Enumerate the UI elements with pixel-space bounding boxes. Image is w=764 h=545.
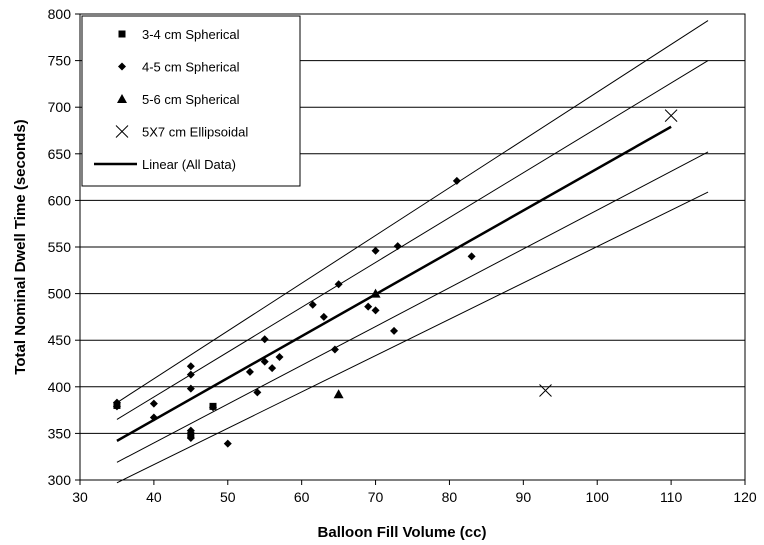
trendline — [116, 125, 672, 442]
data-point-triangle — [370, 288, 381, 298]
data-point-diamond — [467, 252, 476, 261]
data-point-diamond — [186, 434, 195, 443]
data-point-diamond — [330, 345, 339, 354]
band-line — [116, 191, 709, 484]
y-tick-label: 750 — [48, 53, 72, 69]
band-line — [116, 151, 709, 463]
data-point-triangle — [333, 389, 344, 399]
x-tick-label: 120 — [733, 489, 757, 505]
legend-marker-square — [118, 30, 126, 38]
data-point-diamond — [371, 246, 380, 255]
legend-label: 3-4 cm Spherical — [142, 27, 240, 42]
legend-marker-x — [115, 125, 129, 138]
legend: 3-4 cm Spherical 4-5 cm Spherical 5-6 cm S… — [81, 15, 301, 187]
y-tick-label: 400 — [48, 379, 72, 395]
y-tick-label: 700 — [48, 99, 72, 115]
x-tick-label: 110 — [660, 489, 683, 505]
legend-label: 5-6 cm Spherical — [142, 92, 240, 107]
data-point-diamond — [253, 388, 262, 397]
y-axis: 300 350 400 450 500 550 600 650 700 750 800 — [48, 6, 80, 488]
y-tick-label: 800 — [48, 6, 72, 22]
y-tick-label: 500 — [48, 286, 72, 302]
y-tick-label: 550 — [48, 239, 72, 255]
x-tick-label: 90 — [516, 489, 532, 505]
legend-label: 5X7 cm Ellipsoidal — [142, 125, 248, 140]
band-line — [116, 20, 709, 404]
trendline-group — [116, 125, 672, 442]
legend-label: 4-5 cm Spherical — [142, 60, 240, 75]
x-tick-label: 60 — [294, 489, 310, 505]
data-point-diamond — [149, 413, 158, 422]
y-axis-title: Total Nominal Dwell Time (seconds) — [12, 119, 29, 374]
x-tick-label: 50 — [220, 489, 236, 505]
data-point-diamond — [209, 403, 217, 412]
y-tick-label: 600 — [48, 192, 72, 208]
data-point-diamond — [390, 326, 399, 335]
data-points — [112, 109, 678, 448]
data-point-diamond — [260, 357, 269, 366]
data-point-diamond — [275, 352, 284, 361]
data-point-diamond — [319, 312, 328, 321]
data-point-diamond — [186, 362, 195, 371]
data-point-diamond — [260, 335, 269, 344]
x-tick-label: 100 — [586, 489, 610, 505]
y-tick-label: 300 — [48, 472, 72, 488]
band-line — [116, 60, 709, 420]
data-point-diamond — [334, 280, 343, 289]
y-tick-label: 350 — [48, 425, 72, 441]
data-point-diamond — [112, 402, 121, 411]
data-point-diamond — [393, 242, 402, 251]
x-axis: 30 40 50 60 70 80 90 100 110 120 — [72, 480, 757, 505]
legend-marker-triangle — [117, 94, 127, 103]
data-point-diamond — [308, 300, 317, 309]
x-tick-label: 70 — [368, 489, 384, 505]
x-tick-label: 40 — [146, 489, 162, 505]
data-point-x — [539, 384, 552, 397]
y-tick-label: 450 — [48, 332, 72, 348]
legend-marker-diamond — [118, 62, 126, 71]
data-point-x — [664, 109, 678, 122]
band-lines — [116, 20, 709, 484]
data-point-diamond — [186, 384, 195, 393]
x-axis-title: Balloon Fill Volume (cc) — [318, 524, 487, 541]
x-tick-label: 80 — [442, 489, 458, 505]
y-tick-label: 650 — [48, 146, 72, 162]
data-point-diamond — [452, 176, 461, 185]
data-point-diamond — [364, 302, 373, 311]
data-point-diamond — [371, 306, 380, 315]
data-point-diamond — [245, 367, 254, 376]
data-point-diamond — [186, 426, 195, 435]
legend-label: Linear (All Data) — [142, 157, 236, 172]
data-point-diamond — [186, 370, 195, 379]
data-point-diamond — [268, 364, 277, 373]
data-point-diamond — [223, 439, 232, 448]
data-point-diamond — [149, 399, 158, 408]
x-tick-label: 30 — [72, 489, 88, 505]
